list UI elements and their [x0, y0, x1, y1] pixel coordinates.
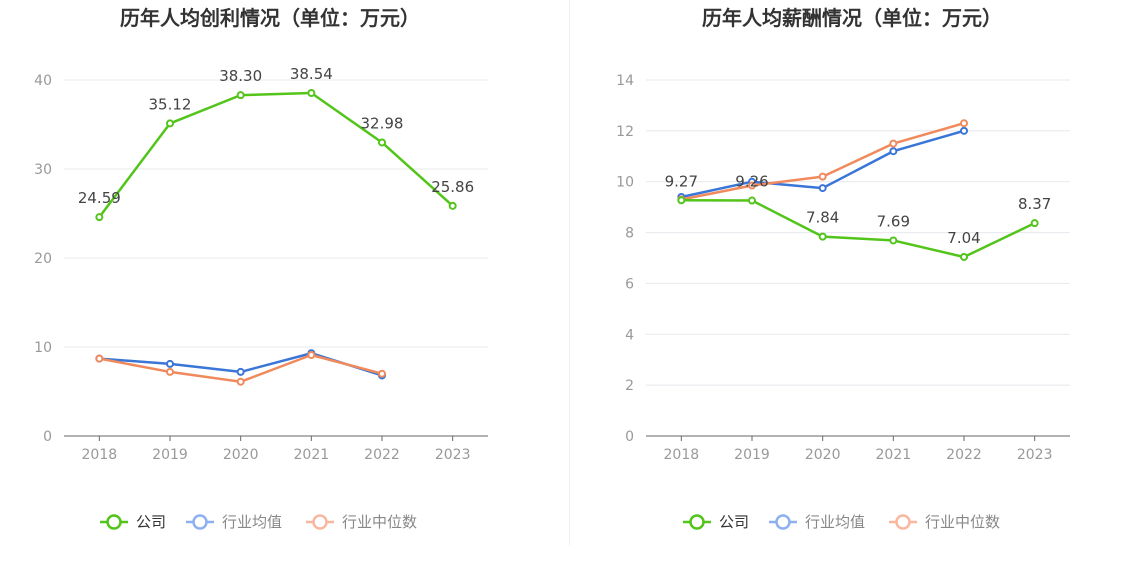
series-industry-avg: [95, 349, 386, 380]
x-tick-label: 2021: [294, 447, 330, 463]
data-label: 38.30: [219, 67, 262, 85]
data-point[interactable]: [818, 184, 827, 193]
data-label: 9.27: [665, 172, 698, 190]
data-point[interactable]: [677, 196, 686, 205]
data-label: 8.37: [1018, 195, 1051, 213]
data-point[interactable]: [236, 377, 245, 386]
data-label: 24.59: [78, 189, 121, 207]
series-company: 9.27 9.26 7.84 7.69 7.04 8.37: [665, 172, 1051, 261]
series-line: [681, 199, 1036, 259]
y-tick-label: 14: [616, 73, 634, 89]
x-tick-label: 2023: [435, 447, 471, 463]
y-tick-label: 10: [616, 175, 634, 191]
y-tick-label: 40: [34, 73, 52, 89]
data-point[interactable]: [378, 369, 386, 378]
data-point[interactable]: [166, 119, 174, 128]
data-label: 35.12: [149, 95, 192, 113]
y-tick-label: 10: [34, 340, 52, 356]
legend-label: 公司: [136, 513, 166, 531]
legend-item-industry-avg[interactable]: 行业均值: [186, 513, 282, 531]
chart-panel-1: 历年人均创利情况（单位：万元） 0 10 20 30 40 2018 2019 2020 2021…: [34, 6, 488, 531]
data-point[interactable]: [748, 196, 756, 205]
legend-item-company[interactable]: 公司: [100, 513, 166, 531]
data-label: 25.86: [431, 178, 474, 196]
legend: 公司 行业均值 行业中位数: [683, 513, 1000, 531]
data-label: 38.54: [290, 65, 333, 83]
y-tick-label: 30: [34, 162, 52, 178]
legend-circle-icon: [689, 514, 705, 530]
data-point[interactable]: [448, 201, 457, 210]
data-point[interactable]: [378, 138, 386, 147]
y-tick-label: 0: [43, 429, 52, 445]
y-tick-label: 2: [625, 378, 634, 394]
y-tick-label: 8: [625, 226, 634, 242]
data-point[interactable]: [818, 232, 827, 241]
data-point[interactable]: [960, 126, 968, 135]
legend-label: 行业中位数: [342, 513, 417, 531]
legend-circle-icon: [106, 514, 122, 530]
data-point[interactable]: [307, 88, 316, 97]
series-line: [98, 91, 454, 218]
legend-circle-icon: [895, 514, 911, 530]
data-point[interactable]: [236, 91, 245, 100]
y-tick-label: 4: [625, 327, 634, 343]
data-point[interactable]: [889, 139, 898, 148]
chart-title: 历年人均薪酬情况（单位：万元）: [702, 6, 1002, 30]
data-point[interactable]: [748, 181, 756, 190]
y-tick-label: 20: [34, 251, 52, 267]
data-label: 9.26: [735, 173, 768, 191]
chart-title: 历年人均创利情况（单位：万元）: [120, 6, 420, 30]
data-point[interactable]: [307, 351, 316, 360]
legend-label: 行业均值: [805, 513, 865, 531]
legend-label: 行业均值: [222, 513, 282, 531]
data-point[interactable]: [166, 367, 174, 376]
y-tick-label: 12: [616, 124, 634, 140]
series-industry-median: [95, 351, 386, 386]
data-label: 32.98: [361, 114, 404, 132]
data-label: 7.84: [806, 209, 839, 227]
legend-label: 行业中位数: [925, 513, 1000, 531]
x-tick-label: 2022: [364, 447, 400, 463]
x-tick-label: 2020: [223, 447, 259, 463]
chart-divider: [569, 0, 570, 545]
legend-circle-icon: [192, 514, 208, 530]
legend-item-company[interactable]: 公司: [683, 513, 749, 531]
legend-circle-icon: [775, 514, 791, 530]
y-tick-label: 6: [625, 276, 634, 292]
legend-label: 公司: [719, 513, 749, 531]
legend-item-industry-median[interactable]: 行业中位数: [306, 513, 417, 531]
data-label: 7.04: [947, 229, 980, 247]
data-point[interactable]: [960, 252, 968, 261]
chart-panel-2: 历年人均薪酬情况（单位：万元） 0 2 4 6 8 10 12 14 2018 2019 2020 20…: [616, 6, 1070, 531]
legend-item-industry-avg[interactable]: 行业均值: [769, 513, 865, 531]
data-point[interactable]: [236, 367, 245, 376]
series-company: 24.59 35.12 38.30 38.54 32.98 25.86: [78, 65, 474, 222]
y-tick-label: 0: [625, 429, 634, 445]
legend: 公司 行业均值 行业中位数: [100, 513, 417, 531]
x-tick-label: 2018: [664, 447, 700, 463]
data-point[interactable]: [1030, 219, 1039, 228]
x-tick-label: 2019: [152, 447, 188, 463]
data-point[interactable]: [166, 359, 174, 368]
data-point[interactable]: [818, 172, 827, 181]
data-point[interactable]: [889, 236, 898, 245]
x-tick-label: 2021: [876, 447, 912, 463]
legend-circle-icon: [312, 514, 328, 530]
legend-item-industry-median[interactable]: 行业中位数: [889, 513, 1000, 531]
data-point[interactable]: [95, 213, 104, 222]
data-point[interactable]: [960, 119, 968, 128]
x-tick-label: 2022: [946, 447, 982, 463]
series-industry-avg: [677, 126, 968, 201]
x-tick-label: 2023: [1017, 447, 1053, 463]
x-tick-label: 2020: [805, 447, 841, 463]
data-point[interactable]: [95, 354, 104, 363]
x-tick-label: 2019: [734, 447, 770, 463]
data-label: 7.69: [877, 212, 910, 230]
data-point[interactable]: [889, 147, 898, 156]
x-tick-label: 2018: [82, 447, 118, 463]
